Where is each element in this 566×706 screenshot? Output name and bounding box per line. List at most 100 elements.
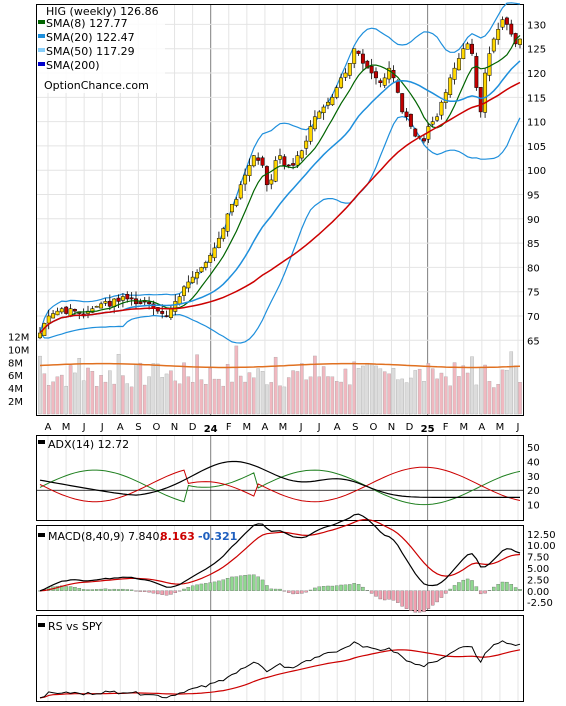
volume-bar xyxy=(409,377,413,415)
candle-body xyxy=(518,38,522,45)
candle-body xyxy=(435,116,440,121)
legend-sma50: SMA(50) 117.29 xyxy=(46,45,135,58)
macd-histogram-bar xyxy=(177,590,182,592)
volume-bar xyxy=(330,376,335,415)
macd-histogram-bar xyxy=(339,584,343,591)
candle-body xyxy=(491,38,496,52)
volume-bar xyxy=(387,373,391,415)
candle-body xyxy=(59,308,64,313)
macd-histogram-bar xyxy=(513,587,518,591)
bollinger-lower xyxy=(39,115,521,344)
macd-histogram-bar xyxy=(382,590,387,601)
candle-body xyxy=(500,19,505,28)
volume-tick-label: 6M xyxy=(8,371,23,382)
x-axis-label: S xyxy=(135,422,141,433)
macd-histogram-bar xyxy=(278,588,282,591)
volume-bar xyxy=(90,371,95,415)
macd-histogram-bar xyxy=(182,588,186,591)
candle-body xyxy=(304,140,309,149)
macd-tick-label: 2.50 xyxy=(527,575,549,586)
bollinger-upper xyxy=(39,2,521,334)
volume-bar xyxy=(164,373,169,415)
watermark: OptionChance.com xyxy=(44,79,149,92)
candle-body xyxy=(186,281,191,289)
volume-bar xyxy=(64,385,68,415)
volume-bar xyxy=(500,369,505,415)
volume-bar xyxy=(295,371,300,415)
volume-bar xyxy=(73,372,77,415)
volume-bar xyxy=(369,364,374,415)
candle-body xyxy=(461,48,466,59)
x-axis-label: M xyxy=(496,422,505,433)
x-axis-label: S xyxy=(352,422,358,433)
volume-bar xyxy=(151,363,156,415)
volume-bar xyxy=(365,362,370,415)
macd-histogram-bar xyxy=(474,586,479,591)
volume-bar xyxy=(147,376,151,415)
macd-histogram-bar xyxy=(343,584,348,591)
plus-di-line xyxy=(39,469,521,506)
candle-body xyxy=(422,138,426,142)
macd-histogram-bar xyxy=(448,588,452,591)
price-tick-label: 120 xyxy=(527,69,546,80)
x-axis-label: A xyxy=(478,422,485,433)
volume-bar xyxy=(352,361,356,415)
volume-bar xyxy=(81,380,86,415)
candle-body xyxy=(173,301,178,312)
volume-bar xyxy=(422,381,426,415)
volume-bar xyxy=(134,363,138,415)
candle-body xyxy=(404,111,409,118)
volume-bar xyxy=(238,375,243,415)
candle-body xyxy=(360,53,365,64)
macd-histogram-bar xyxy=(330,585,335,591)
adx-tick-label: 30 xyxy=(527,472,540,483)
volume-bar xyxy=(286,377,291,415)
macd-histogram-bar xyxy=(260,579,265,591)
candle-body xyxy=(116,297,121,302)
volume-bar xyxy=(474,384,479,415)
volume-bar xyxy=(190,381,195,415)
volume-bar xyxy=(278,385,282,415)
candle-body xyxy=(138,301,143,305)
macd-histogram-bar xyxy=(230,576,234,591)
candle-body xyxy=(94,306,99,308)
volume-bar xyxy=(68,365,73,415)
macd-histogram-bar xyxy=(151,590,156,594)
volume-bar xyxy=(483,364,487,415)
candle-body xyxy=(452,67,457,80)
macd-histogram-bar xyxy=(286,590,291,593)
candle-body xyxy=(509,23,514,35)
volume-bar xyxy=(470,356,474,415)
moving-averages xyxy=(39,34,521,334)
candle-body xyxy=(90,308,95,313)
macd-histogram-bar xyxy=(483,590,487,594)
x-axis-label: M xyxy=(459,422,468,433)
volume-bar xyxy=(339,381,343,415)
candle-body xyxy=(448,77,453,96)
adx-title: ADX(14) 12.72 xyxy=(48,438,129,451)
volume-bar xyxy=(334,381,339,415)
macd-histogram-bar xyxy=(387,590,391,600)
macd-histogram-bar xyxy=(208,582,212,591)
volume-bar xyxy=(413,370,418,415)
candle-body xyxy=(203,262,208,268)
macd-histogram-bar xyxy=(103,588,108,591)
candle-body xyxy=(312,116,317,130)
volume-bar xyxy=(221,385,226,415)
candle-body xyxy=(374,71,378,79)
candle-body xyxy=(395,80,400,93)
candle-body xyxy=(234,199,239,206)
volume-bar xyxy=(204,384,208,415)
volume-bar xyxy=(169,370,173,415)
macd-hist-value: -0.321 xyxy=(198,530,237,543)
candle-body xyxy=(120,296,125,301)
macd-histogram-bar xyxy=(478,590,483,595)
candle-body xyxy=(199,267,204,273)
volume-bar xyxy=(38,355,42,415)
volume-bar xyxy=(103,381,108,415)
price-tick-label: 90 xyxy=(527,215,540,226)
volume-average-line xyxy=(39,362,521,369)
rs-panel-frame xyxy=(36,615,524,702)
volume-bar xyxy=(99,375,103,415)
macd-histogram-bar xyxy=(422,590,426,613)
